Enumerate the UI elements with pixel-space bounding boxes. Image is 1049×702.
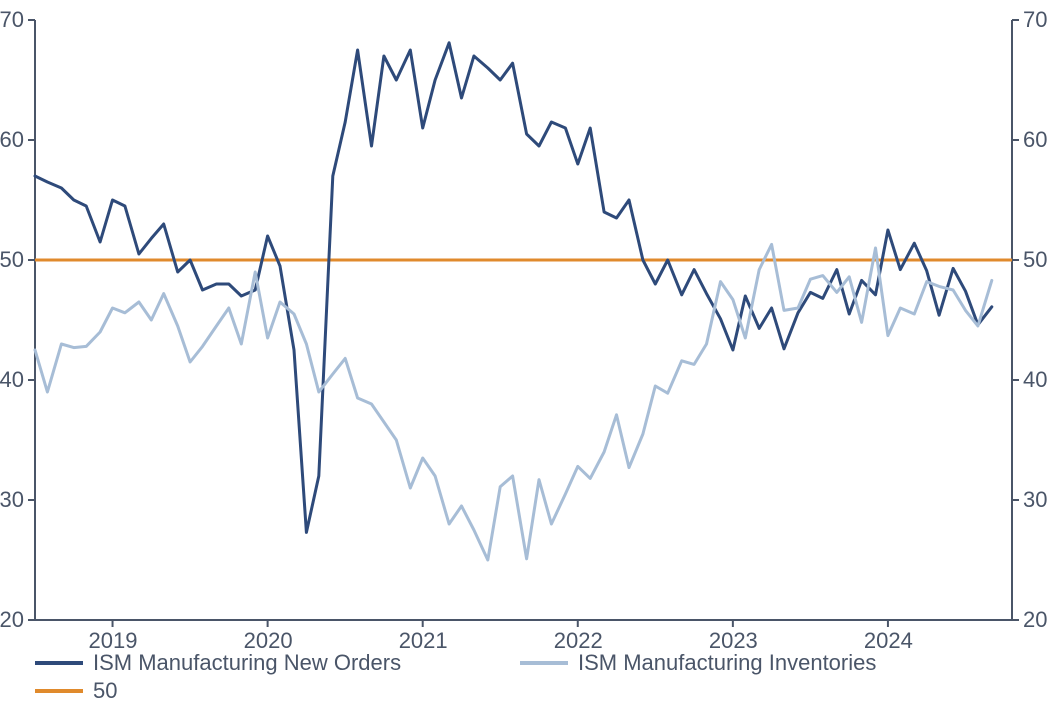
series-line bbox=[35, 43, 992, 533]
y-axis-label-right: 40 bbox=[1023, 367, 1047, 393]
legend-swatch bbox=[520, 661, 568, 665]
x-axis-label: 2021 bbox=[399, 628, 448, 654]
legend-label: ISM Manufacturing Inventories bbox=[578, 650, 876, 676]
legend-label: 50 bbox=[93, 678, 117, 702]
y-axis-label-right: 60 bbox=[1023, 127, 1047, 153]
legend-item: ISM Manufacturing New Orders bbox=[35, 650, 401, 676]
y-axis-label-left: 40 bbox=[0, 367, 24, 393]
y-axis-label-left: 30 bbox=[0, 487, 24, 513]
ism-line-chart: 2020303040405050606070702019202020212022… bbox=[0, 0, 1049, 702]
y-axis-label-right: 50 bbox=[1023, 247, 1047, 273]
series-line bbox=[35, 244, 992, 560]
y-axis-label-right: 20 bbox=[1023, 607, 1047, 633]
y-axis-label-left: 50 bbox=[0, 247, 24, 273]
legend-item: 50 bbox=[35, 678, 117, 702]
legend-swatch bbox=[35, 661, 83, 665]
y-axis-label-left: 20 bbox=[0, 607, 24, 633]
y-axis-label-left: 60 bbox=[0, 127, 24, 153]
y-axis-label-left: 70 bbox=[0, 7, 24, 33]
y-axis-label-right: 30 bbox=[1023, 487, 1047, 513]
legend-swatch bbox=[35, 689, 83, 693]
chart-svg bbox=[0, 0, 1049, 702]
legend-item: ISM Manufacturing Inventories bbox=[520, 650, 876, 676]
y-axis-label-right: 70 bbox=[1023, 7, 1047, 33]
legend-label: ISM Manufacturing New Orders bbox=[93, 650, 401, 676]
